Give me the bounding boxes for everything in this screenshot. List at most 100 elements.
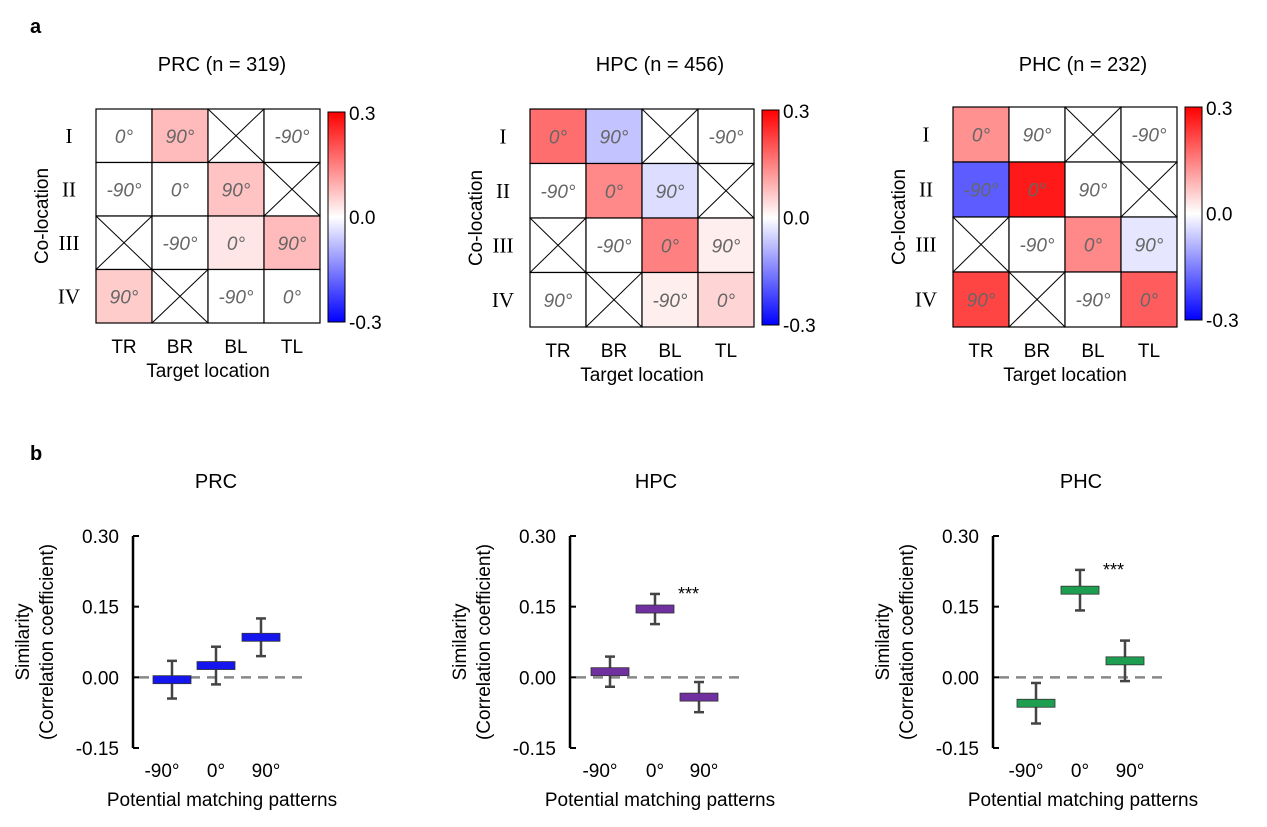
- y-tick-label: III: [59, 231, 80, 255]
- x-tick-label: TL: [281, 337, 303, 358]
- heatmap-cell: [207, 268, 265, 324]
- y-tick-label: I: [923, 123, 930, 147]
- colorbar-tick-label: 0.3: [783, 102, 809, 123]
- y-tick-label: 0.00: [519, 668, 556, 689]
- y-axis-label: Co-location: [32, 168, 53, 264]
- mean-marker: [679, 692, 719, 702]
- errorbar-plot-0: PRC 0.30 0.15 0.00 -0.15 Similarity (Correlati…: [13, 471, 337, 811]
- panel-letter-a: a: [30, 16, 42, 38]
- x-tick-label: 90°: [252, 761, 281, 782]
- y-tick-label: -0.15: [936, 739, 979, 760]
- significance-marker: ***: [678, 584, 699, 604]
- colorbar-tick-label: -0.3: [783, 316, 816, 337]
- plot-title: PHC: [1060, 471, 1102, 493]
- x-tick-label: TR: [968, 341, 993, 362]
- y-axis-label: Co-location: [889, 169, 910, 265]
- y-axis-label-secondary: (Correlation coefficient): [474, 544, 495, 740]
- empty-cell-cross: [1120, 161, 1178, 218]
- empty-cell-cross: [95, 215, 153, 270]
- colorbar-tick-label: -0.3: [1206, 311, 1239, 332]
- x-axis-label: Target location: [1003, 365, 1127, 386]
- heatmap-cell-label: -90°: [652, 291, 687, 312]
- x-tick-label: BR: [601, 341, 627, 362]
- y-tick-label: 0.00: [82, 668, 119, 689]
- heatmap-0: PRC (n = 319) 0° 90° -90° -90° 0° 90° -90° 0° 90°…: [32, 54, 382, 382]
- heatmap-cell: [1120, 106, 1178, 163]
- heatmap-cell: [585, 108, 643, 165]
- heatmap-cell: [529, 271, 587, 328]
- heatmap-cell-label: 90°: [967, 291, 996, 312]
- heatmap-cell-label: 0°: [605, 182, 624, 203]
- heatmap-cell: [585, 217, 643, 274]
- heatmap-cell: [151, 161, 209, 217]
- x-tick-label: 90°: [690, 761, 719, 782]
- heatmap-cell: [151, 215, 209, 271]
- heatmap-cell-label: 90°: [1023, 126, 1052, 147]
- colorbar: [1184, 106, 1203, 321]
- mean-marker: [241, 632, 281, 642]
- heatmap-cell-label: 90°: [712, 236, 741, 257]
- y-axis-label-secondary: (Correlation coefficient): [897, 544, 918, 740]
- x-tick-label: 90°: [1116, 761, 1145, 782]
- heatmap-cell: [641, 217, 699, 274]
- heatmap-cell: [263, 108, 321, 164]
- heatmap-cell-label: 0°: [1084, 236, 1103, 257]
- errorbar-plot-1: HPC 0.30 0.15 0.00 -0.15 Similarity (Correlati…: [450, 471, 775, 811]
- heatmap-cell-label: 90°: [110, 287, 139, 308]
- y-tick-label: I: [66, 124, 73, 148]
- heatmap-cell-label: -90°: [708, 127, 743, 148]
- y-tick-label: 0.00: [942, 668, 979, 689]
- heatmap-cell: [1008, 216, 1066, 273]
- empty-cell-cross: [697, 163, 755, 219]
- heatmap-cell-label: 0°: [171, 180, 190, 201]
- heatmap-cell: [697, 217, 755, 274]
- heatmap-cell-label: 90°: [656, 182, 685, 203]
- heatmap-cell-label: -90°: [1131, 126, 1166, 147]
- mean-marker: [1016, 698, 1056, 708]
- x-tick-label: 0°: [646, 761, 664, 782]
- colorbar-tick-label: 0.0: [1206, 205, 1232, 226]
- mean-marker: [1105, 656, 1145, 666]
- empty-cell-cross: [585, 272, 643, 328]
- heatmap-cell-label: 0°: [1028, 181, 1047, 202]
- x-tick-label: -90°: [144, 761, 179, 782]
- y-tick-label: 0.15: [519, 598, 556, 619]
- x-tick-label: BL: [1081, 341, 1104, 362]
- empty-cell-cross: [1008, 271, 1066, 328]
- heatmap-cell-label: -90°: [963, 181, 998, 202]
- heatmap-cell-label: -90°: [106, 180, 141, 201]
- colorbar-tick-label: 0.3: [349, 104, 375, 125]
- mean-marker: [196, 661, 236, 670]
- heatmap-cell-label: 0°: [717, 291, 736, 312]
- panel-letter-b: b: [30, 443, 42, 465]
- heatmap-cell: [697, 108, 755, 165]
- x-axis-label: Potential matching patterns: [107, 790, 337, 811]
- heatmap-cell-label: -90°: [218, 287, 253, 308]
- heatmap-cell: [1064, 271, 1122, 328]
- colorbar-tick-label: 0.3: [1206, 99, 1232, 120]
- x-tick-label: 0°: [1071, 761, 1089, 782]
- y-tick-label: IV: [492, 288, 514, 312]
- y-tick-label: 0.30: [82, 527, 119, 548]
- heatmap-cell: [952, 271, 1010, 328]
- y-tick-label: I: [500, 124, 507, 148]
- heatmap-cell: [529, 162, 587, 219]
- mean-marker: [590, 667, 630, 677]
- heatmap-cell-label: -90°: [162, 234, 197, 255]
- empty-cell-cross: [641, 108, 699, 164]
- heatmap-title: PRC (n = 319): [158, 54, 286, 76]
- heatmap-cell: [207, 215, 265, 271]
- heatmap-cell-label: 90°: [278, 234, 307, 255]
- heatmap-cell: [263, 268, 321, 324]
- heatmap-2: PHC (n = 232) 0° 90° -90° -90° 0° 90° -90° 0° 90°…: [889, 54, 1239, 386]
- x-axis-label: Target location: [146, 361, 270, 382]
- charts-layer: PRC (n = 319) 0° 90° -90° -90° 0° 90° -90° 0° 90°…: [13, 54, 1239, 811]
- y-tick-label: IV: [915, 288, 937, 312]
- heatmap-cell-label: -90°: [1075, 291, 1110, 312]
- heatmap-cell-label: -90°: [540, 182, 575, 203]
- y-tick-label: 0.30: [942, 527, 979, 548]
- heatmap-cell-label: 0°: [549, 127, 568, 148]
- empty-cell-cross: [263, 162, 321, 217]
- x-tick-label: 0°: [207, 761, 225, 782]
- empty-cell-cross: [151, 269, 209, 324]
